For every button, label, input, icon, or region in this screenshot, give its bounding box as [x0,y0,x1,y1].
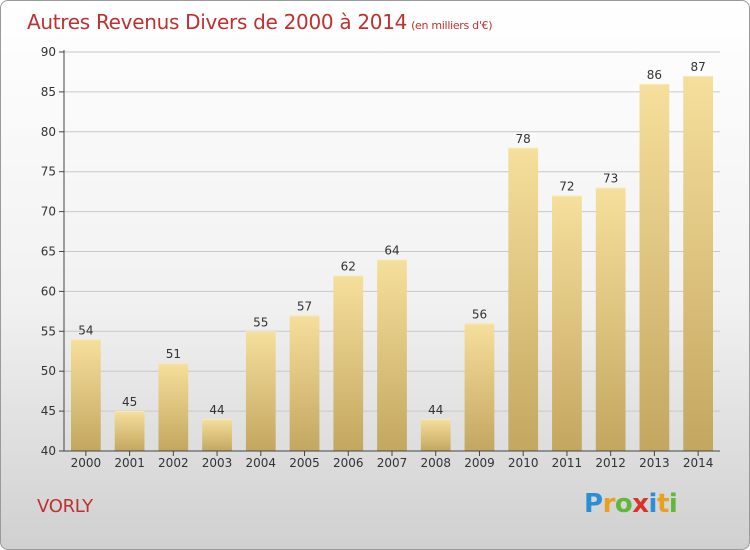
y-tick-label: 80 [41,125,56,139]
bar-value-label: 45 [122,395,137,409]
bar-value-label: 87 [690,60,705,74]
bar-value-label: 64 [384,243,399,257]
commune-name: VORLY [37,496,93,517]
x-tick-label: 2014 [683,456,714,470]
data-labels: 54 45 51 44 55 57 62 64 44 56 78 72 73 86 87 [78,60,706,417]
bar-value-label: 44 [428,403,443,417]
chart-title: Autres Revenus Divers de 2000 à 2014 (en … [27,10,493,34]
title-unit: (en milliers d'€) [411,19,493,32]
bar-value-label: 56 [472,307,487,321]
bar-2011 [552,195,582,451]
bar-2002 [158,363,189,451]
bar-value-label: 73 [603,172,618,186]
bar-value-label: 57 [297,299,312,313]
x-tick-label: 2005 [289,456,320,470]
bar-value-label: 54 [78,323,93,337]
bar-2006 [333,275,364,451]
bars [70,75,714,452]
x-tick-label: 2006 [333,456,364,470]
y-tick-label: 60 [41,284,56,298]
y-tick-label: 85 [41,85,56,99]
x-tick-label: 2009 [464,456,495,470]
bar-value-label: 55 [253,315,268,329]
x-tick-label: 2007 [377,456,408,470]
bar-2007 [377,259,407,451]
x-tick-label: 2000 [71,456,102,470]
bar-2014 [683,75,714,451]
x-tick-label: 2002 [158,456,189,470]
bar-value-label: 62 [341,259,356,273]
bar-value-label: 72 [559,180,574,194]
title-text: Autres Revenus Divers de 2000 à 2014 [27,10,408,34]
y-tick-label: 90 [41,45,56,59]
x-tick-label: 2003 [202,456,233,470]
bar-value-label: 78 [516,132,531,146]
x-tick-label: 2010 [508,456,539,470]
bar-2008 [420,419,451,451]
bar-value-label: 51 [166,347,181,361]
x-tick-label: 2001 [114,456,145,470]
y-tick-label: 75 [41,165,56,179]
bar-2012 [595,187,626,451]
axes: 40 45 50 55 60 65 70 75 80 85 90 2000 2001 2002 2003 20… [41,45,720,470]
x-tick-label: 2004 [246,456,277,470]
bar-2005 [289,315,320,451]
bar-2000 [70,339,101,451]
x-tick-label: 2012 [595,456,626,470]
x-tick-label: 2008 [420,456,451,470]
x-tick-label: 2011 [552,456,583,470]
y-tick-label: 50 [41,364,56,378]
bar-2004 [245,331,276,451]
proxiti-logo: Proxiti [584,489,678,519]
y-tick-label: 40 [41,444,56,458]
bar-2001 [114,411,145,451]
x-tick-label: 2013 [639,456,670,470]
bar-2013 [639,83,670,452]
bar-2003 [202,419,232,451]
bar-2009 [464,323,495,451]
y-tick-label: 65 [41,245,56,259]
bar-2010 [508,147,539,451]
y-tick-label: 45 [41,404,56,418]
y-tick-label: 70 [41,205,56,219]
bar-value-label: 86 [647,68,662,82]
y-tick-label: 55 [41,324,56,338]
bar-value-label: 44 [209,403,224,417]
